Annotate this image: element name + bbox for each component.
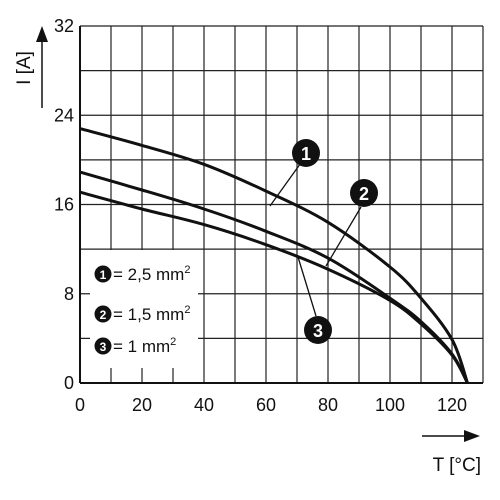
y-tick-label-8: 8	[64, 284, 74, 304]
y-axis-title: I [A]	[14, 51, 35, 85]
y-axis-title-group: I [A]	[14, 26, 48, 108]
x-tick-label-40: 40	[194, 395, 214, 415]
series-badge-3: 3	[304, 316, 332, 344]
x-tick-label-20: 20	[132, 395, 152, 415]
y-tick-label-24: 24	[54, 105, 74, 125]
badge-number-1: 1	[301, 144, 311, 164]
x-tick-label-60: 60	[256, 395, 276, 415]
legend: 1 = 2,5 mm2 2 = 1,5 mm2 3 = 1 mm2	[90, 250, 198, 368]
x-axis-arrow-head	[464, 430, 480, 442]
legend-marker-3	[94, 337, 112, 355]
x-axis-title: T [°C]	[433, 455, 481, 476]
leader-line-3	[297, 256, 317, 317]
x-tick-label-100: 100	[375, 395, 405, 415]
x-tick-label-80: 80	[318, 395, 338, 415]
legend-label-2-sup: 2	[184, 304, 190, 316]
series-line-1	[79, 127, 469, 384]
badge-circle-3	[304, 316, 332, 344]
legend-marker-1	[94, 265, 112, 283]
y-axis-ticks: 0 8 16 24 32	[54, 16, 74, 393]
x-tick-label-120: 120	[437, 395, 467, 415]
legend-marker-2	[94, 305, 112, 323]
legend-item-2: 2 = 1,5 mm2	[94, 304, 190, 324]
legend-label-3-sup: 2	[170, 336, 176, 348]
legend-marker-number-3: 3	[100, 340, 107, 354]
badge-number-2: 2	[359, 184, 369, 204]
x-axis-ticks: 0 20 40 60 80 100 120	[75, 395, 467, 415]
y-tick-label-32: 32	[54, 16, 74, 36]
legend-label-1-sup: 2	[184, 264, 190, 276]
y-tick-label-16: 16	[54, 195, 74, 215]
leader-line-1	[269, 159, 304, 207]
leader-line-2	[325, 206, 362, 267]
legend-marker-number-2: 2	[100, 308, 107, 322]
legend-item-3: 3 = 1 mm2	[94, 336, 176, 356]
series-line-3	[79, 190, 469, 384]
legend-marker-number-1: 1	[100, 268, 107, 282]
badge-circle-2	[350, 179, 378, 207]
legend-label-2: = 1,5 mm2	[113, 304, 190, 324]
x-axis-title-group: T [°C]	[422, 430, 481, 476]
y-tick-label-0: 0	[64, 373, 74, 393]
badge-circle-1	[292, 139, 320, 167]
annotation-leaders	[269, 159, 362, 317]
series-lines	[79, 127, 469, 384]
series-badge-1: 1	[292, 139, 320, 167]
badge-number-3: 3	[313, 321, 323, 341]
legend-label-1-text: = 2,5 mm	[113, 265, 184, 284]
legend-label-3-text: = 1 mm	[113, 337, 170, 356]
legend-label-3: = 1 mm2	[113, 336, 176, 356]
legend-label-1: = 2,5 mm2	[113, 264, 190, 284]
y-axis-arrow-head	[36, 26, 48, 42]
legend-item-1: 1 = 2,5 mm2	[94, 264, 190, 284]
x-tick-label-0: 0	[75, 395, 85, 415]
legend-label-2-text: = 1,5 mm	[113, 305, 184, 324]
series-badge-2: 2	[350, 179, 378, 207]
